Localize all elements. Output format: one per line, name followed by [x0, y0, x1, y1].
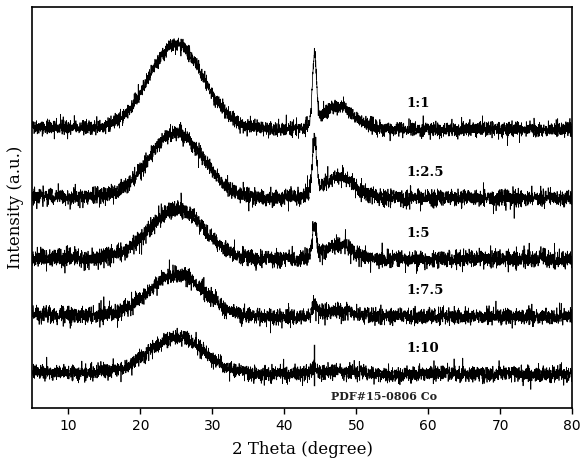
- Text: 1:7.5: 1:7.5: [407, 285, 444, 298]
- Text: 1:5: 1:5: [407, 227, 430, 240]
- Text: 1:10: 1:10: [407, 342, 439, 355]
- Text: PDF#15-0806 Co: PDF#15-0806 Co: [331, 391, 437, 402]
- Y-axis label: Intensity (a.u.): Intensity (a.u.): [7, 146, 24, 269]
- Text: 1:1: 1:1: [407, 97, 430, 110]
- Text: 1:2.5: 1:2.5: [407, 166, 444, 179]
- X-axis label: 2 Theta (degree): 2 Theta (degree): [232, 441, 373, 458]
